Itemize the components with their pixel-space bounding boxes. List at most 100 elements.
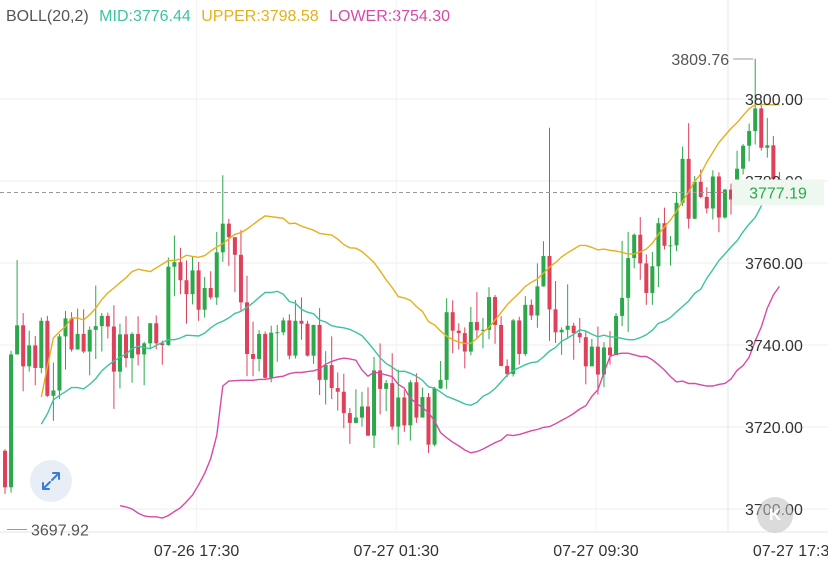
candle-body — [426, 397, 431, 445]
candle-body — [117, 334, 122, 372]
candle-body — [287, 320, 292, 356]
candle-body — [184, 280, 189, 295]
candle-body — [517, 320, 522, 355]
candle-body — [208, 288, 213, 298]
candle-body — [662, 223, 667, 246]
candle-body — [111, 326, 116, 372]
candle-body — [238, 254, 243, 303]
candle-body — [57, 336, 62, 391]
x-tick-label: 07-27 17:30 — [753, 543, 828, 560]
candle-body — [214, 252, 219, 298]
candle-body — [166, 266, 171, 345]
candle-body — [232, 237, 237, 255]
candle-body — [589, 346, 594, 367]
candle-body — [202, 288, 207, 310]
candle-body — [275, 332, 280, 334]
candle-body — [353, 417, 358, 423]
candle-body — [692, 181, 697, 219]
candle-body — [414, 382, 419, 418]
grid-lines — [0, 0, 828, 533]
candle-body — [390, 383, 395, 427]
x-tick-label: 07-27 09:30 — [553, 543, 639, 560]
band-upper — [40, 103, 780, 398]
candle-body — [226, 223, 231, 238]
candle-body — [347, 413, 352, 423]
candle-body — [33, 345, 38, 368]
price-marks: 3809.76 3697.92 3777.19 — [0, 52, 824, 540]
candle-body — [771, 145, 776, 179]
candle-body — [178, 262, 183, 281]
candle-body — [269, 332, 274, 378]
candle-body — [656, 223, 661, 267]
candle-body — [21, 325, 26, 367]
candle-body — [468, 322, 473, 352]
candle-body — [565, 325, 570, 330]
candle-body — [359, 406, 364, 418]
legend-upper: UPPER:3798.58 — [201, 8, 319, 25]
candle-body — [644, 263, 649, 293]
candle-body — [686, 158, 691, 219]
candle-body — [741, 145, 746, 169]
candle-body — [281, 320, 286, 333]
last-price-label: 3777.19 — [749, 186, 807, 203]
bollinger-bands — [40, 103, 780, 519]
candle-body — [626, 258, 631, 298]
band-mid — [40, 194, 780, 425]
candle-body — [396, 397, 401, 427]
candle-body — [402, 397, 407, 426]
candle-body — [329, 365, 334, 389]
candle-body — [317, 324, 322, 380]
candle-body — [220, 223, 225, 253]
max-price-label: 3809.76 — [671, 52, 729, 69]
candle-body — [716, 176, 721, 218]
candle-body — [583, 337, 588, 367]
watermark-logo-icon: K — [757, 497, 793, 533]
candle-body — [172, 262, 177, 267]
candle-body — [384, 383, 389, 389]
candle-body — [444, 312, 449, 380]
candle-body — [759, 108, 764, 148]
x-tick-label: 07-26 17:30 — [154, 543, 240, 560]
candle-body — [245, 302, 249, 355]
candle-body — [311, 324, 316, 356]
boll-legend: BOLL(20,2) MID:3776.44 UPPER:3798.58 LOW… — [6, 8, 456, 26]
candle-body — [553, 309, 558, 333]
candle-body — [456, 330, 461, 334]
candle-body — [15, 325, 20, 355]
plot-area — [0, 0, 728, 532]
candle-body — [620, 297, 625, 316]
candle-body — [704, 196, 709, 209]
candle-body — [595, 346, 600, 375]
candle-body — [81, 333, 86, 352]
candle-body — [251, 354, 256, 359]
candle-body — [493, 297, 498, 325]
candle-body — [372, 370, 377, 436]
expand-button[interactable] — [30, 460, 72, 502]
candle-body — [190, 270, 195, 295]
candle-body — [3, 450, 7, 488]
candle-body — [680, 158, 685, 203]
candle-body — [547, 256, 552, 310]
candle-body — [450, 312, 455, 331]
candle-body — [529, 304, 534, 316]
candle-body — [474, 322, 479, 331]
candle-body — [638, 234, 643, 264]
candle-body — [130, 333, 135, 359]
candle-body — [335, 388, 340, 392]
candle-body — [154, 323, 159, 344]
candle-body — [263, 333, 268, 378]
candle-body — [323, 365, 328, 380]
candle-body — [93, 326, 98, 330]
candle-body — [75, 333, 80, 350]
expand-arrows-icon — [42, 472, 60, 490]
band-lower — [119, 285, 780, 519]
candle-body — [9, 354, 14, 488]
legend-indicator: BOLL(20,2) — [6, 8, 89, 25]
y-tick-label: 3740.00 — [745, 338, 803, 355]
candle-body — [257, 333, 262, 359]
candle-body — [487, 297, 491, 330]
candle-body — [299, 320, 304, 324]
candle-body — [698, 181, 703, 197]
candle-body — [87, 329, 92, 352]
